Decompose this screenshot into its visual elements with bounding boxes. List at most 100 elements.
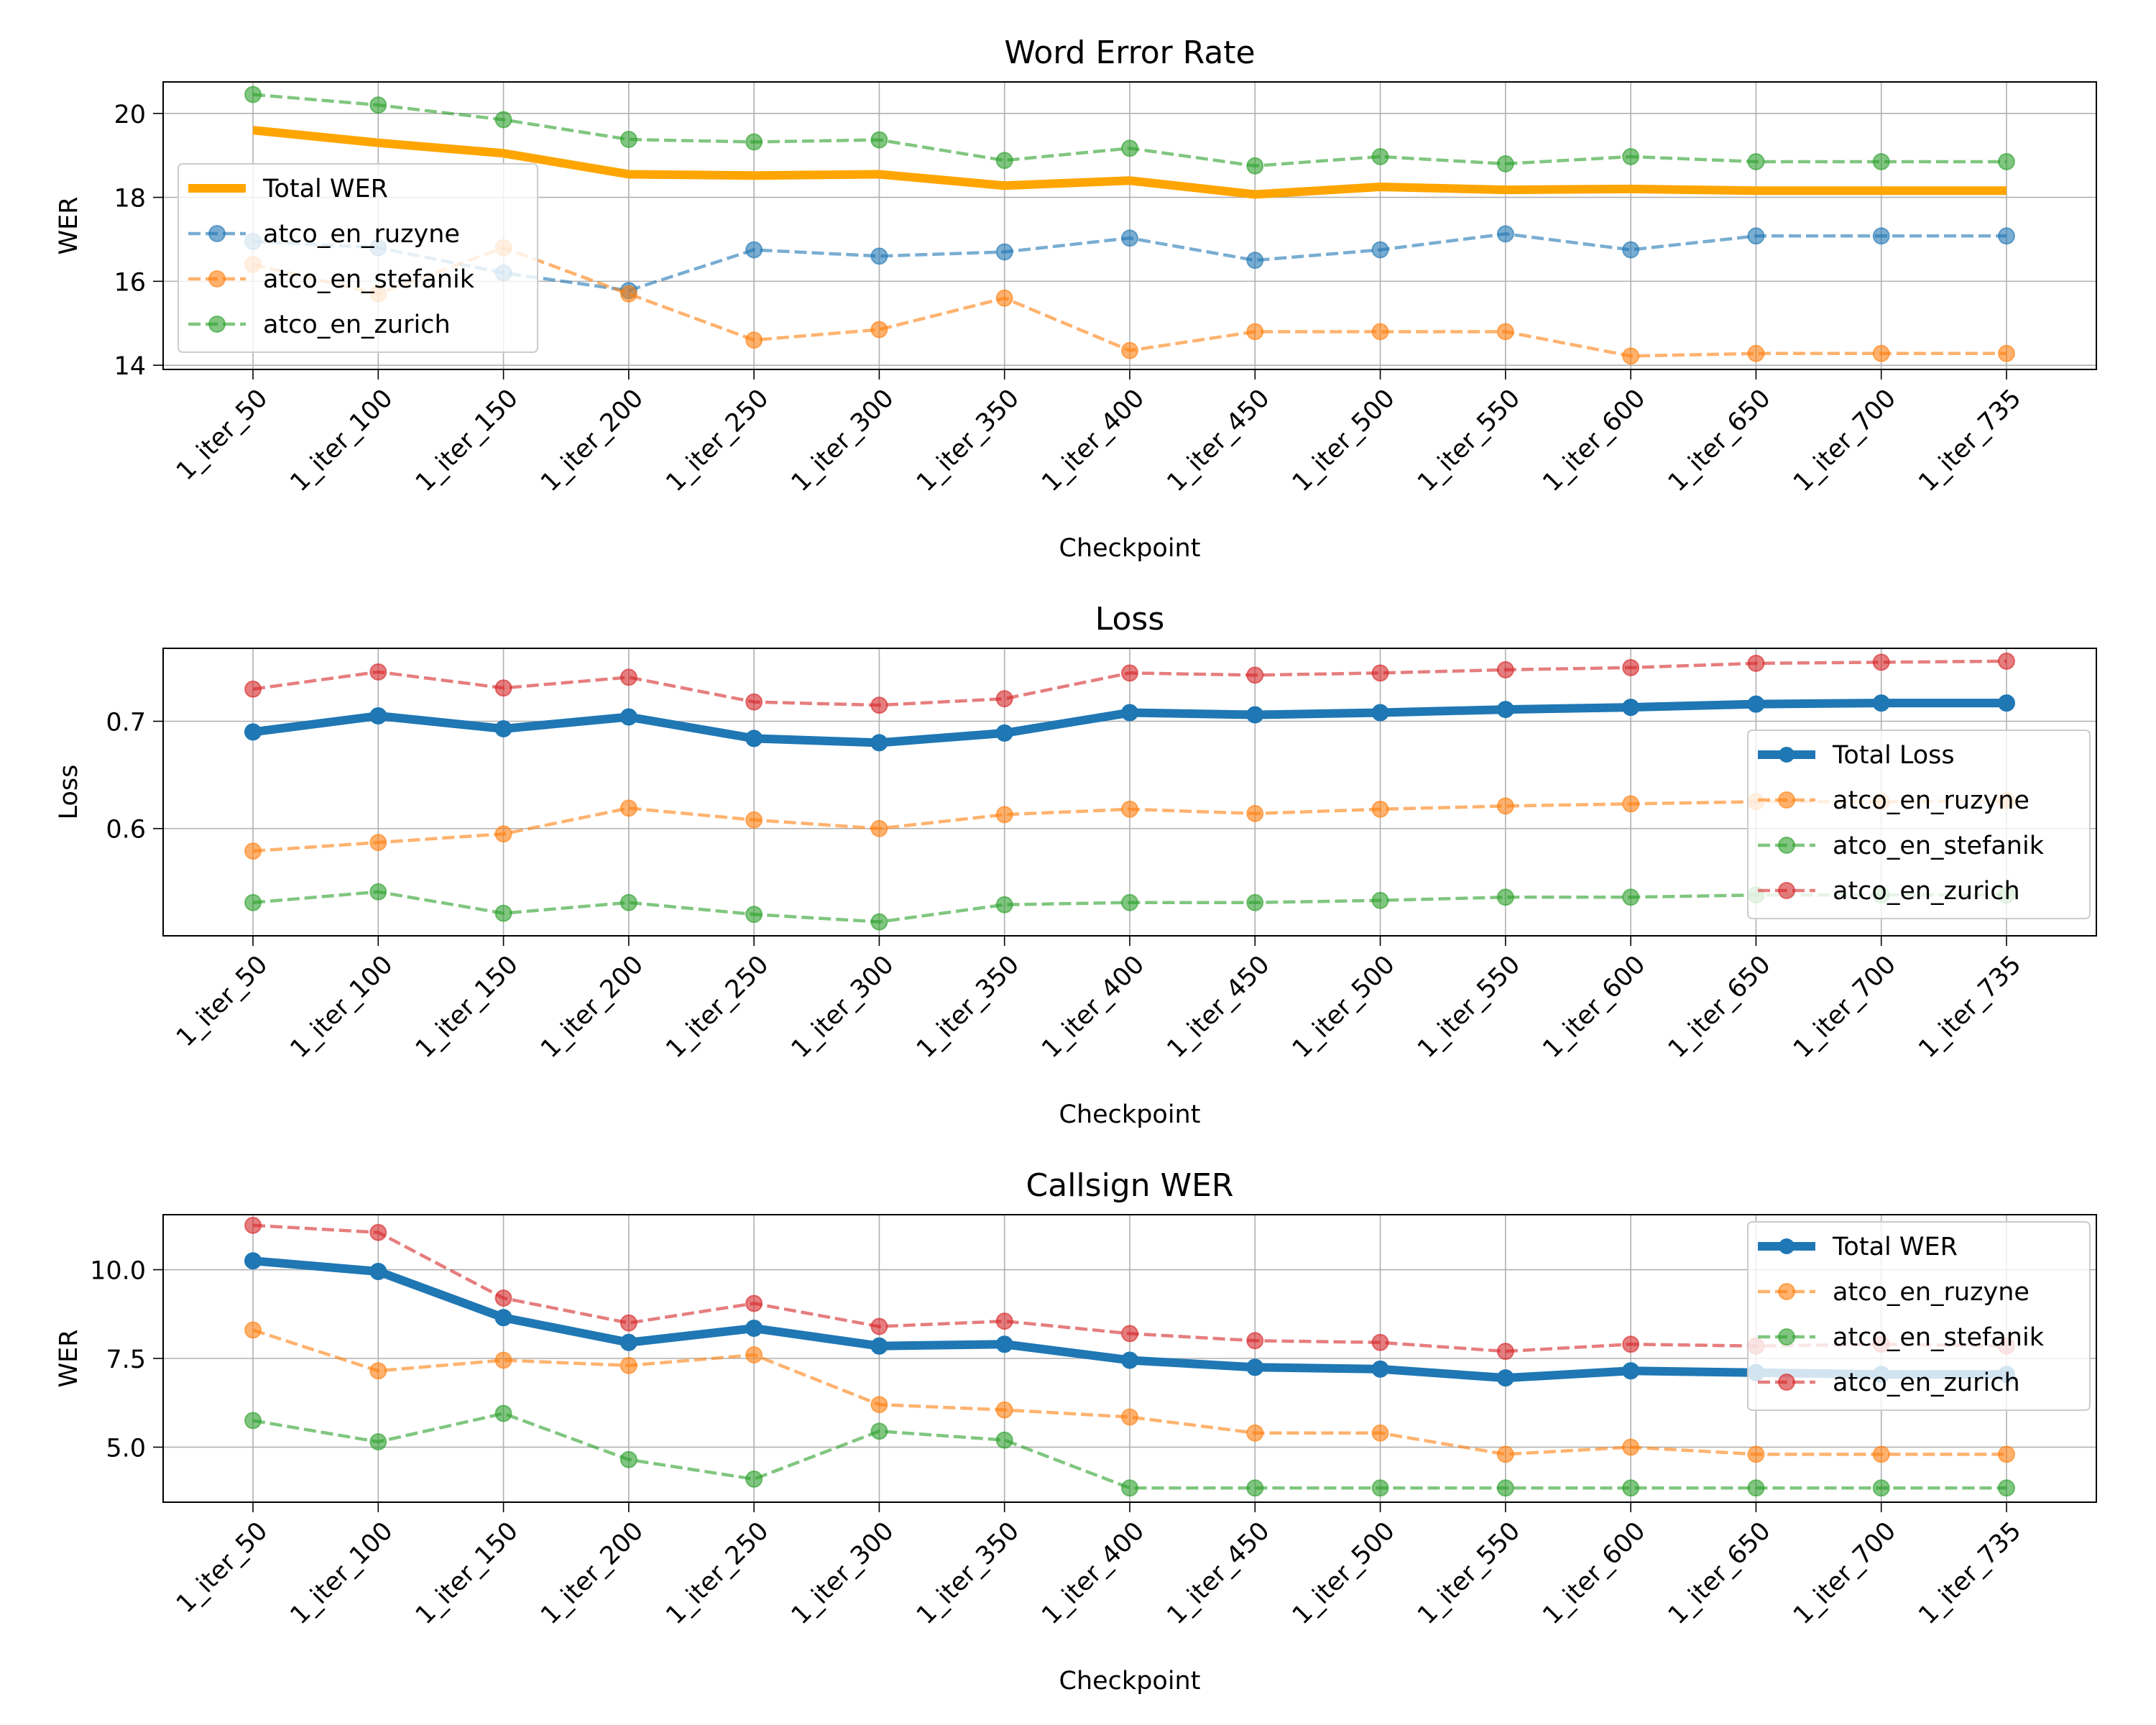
y-tick-label: 10.0 bbox=[90, 1257, 146, 1286]
series-line bbox=[252, 1328, 2007, 1456]
data-point bbox=[1622, 1362, 1640, 1380]
x-tick-label: 1_iter_400 bbox=[1036, 950, 1150, 1064]
data-point bbox=[1371, 1360, 1389, 1378]
data-point bbox=[1496, 323, 1514, 341]
data-point bbox=[1371, 323, 1389, 341]
data-point bbox=[995, 724, 1013, 742]
data-point bbox=[244, 1321, 262, 1339]
data-point bbox=[1371, 1479, 1389, 1497]
x-tick-label: 1_iter_600 bbox=[1538, 950, 1651, 1064]
data-point bbox=[1622, 658, 1640, 676]
legend-label: atco_en_ruzyne bbox=[1833, 1278, 2030, 1307]
data-point bbox=[1998, 652, 2015, 670]
legend-marker bbox=[208, 316, 226, 333]
data-point bbox=[1246, 252, 1264, 270]
x-tick-label: 1_iter_350 bbox=[911, 384, 1025, 497]
x-axis-label: Checkpoint bbox=[1059, 1100, 1201, 1129]
legend-label: Total WER bbox=[262, 175, 388, 203]
data-point bbox=[1371, 1333, 1389, 1351]
x-tick-label: 1_iter_150 bbox=[410, 384, 524, 497]
data-point bbox=[244, 86, 262, 104]
data-point bbox=[1747, 152, 1765, 170]
y-tick-label: 5.0 bbox=[106, 1434, 146, 1463]
x-tick-label: 1_iter_650 bbox=[1663, 384, 1777, 497]
data-point bbox=[1371, 147, 1389, 165]
series-4 bbox=[244, 652, 2015, 714]
x-tick-label: 1_iter_50 bbox=[171, 384, 273, 486]
x-tick-label: 1_iter_450 bbox=[1162, 950, 1276, 1064]
x-tick-label: 1_iter_300 bbox=[786, 384, 900, 497]
data-point bbox=[995, 152, 1013, 170]
data-point bbox=[494, 1404, 512, 1422]
data-point bbox=[494, 1289, 512, 1307]
legend-label: atco_en_zurich bbox=[263, 310, 451, 339]
legend-marker bbox=[1778, 882, 1795, 899]
series-line bbox=[252, 1412, 2007, 1490]
legend-label: atco_en_ruzyne bbox=[1833, 786, 2030, 815]
x-tick-label: 1_iter_500 bbox=[1287, 1517, 1401, 1630]
data-point bbox=[369, 96, 387, 114]
data-point bbox=[995, 289, 1013, 307]
data-point bbox=[1496, 225, 1514, 243]
legend-label: atco_en_zurich bbox=[1833, 877, 2020, 906]
data-point bbox=[369, 663, 387, 681]
data-point bbox=[244, 1412, 262, 1430]
data-point bbox=[745, 1294, 763, 1312]
x-tick-label: 1_iter_735 bbox=[1913, 950, 2027, 1064]
series-2 bbox=[244, 1321, 2015, 1463]
y-tick-label: 7.5 bbox=[106, 1346, 146, 1374]
legend-marker bbox=[208, 270, 226, 288]
data-point bbox=[494, 1309, 512, 1327]
data-point bbox=[1121, 1479, 1138, 1497]
x-tick-label: 1_iter_250 bbox=[661, 950, 775, 1064]
data-point bbox=[1872, 344, 1890, 362]
series-3 bbox=[244, 1404, 2015, 1497]
data-point bbox=[1496, 1445, 1514, 1463]
data-point bbox=[244, 723, 262, 741]
y-axis-label: WER bbox=[55, 1329, 83, 1387]
data-point bbox=[745, 1470, 763, 1488]
data-point bbox=[1872, 1479, 1890, 1497]
data-point bbox=[1622, 699, 1640, 717]
data-point bbox=[1496, 797, 1514, 815]
x-tick-label: 1_iter_500 bbox=[1287, 384, 1401, 497]
data-point bbox=[619, 1356, 637, 1374]
y-tick-label: 16 bbox=[114, 268, 146, 297]
data-point bbox=[1246, 323, 1264, 341]
legend-label: atco_en_stefanik bbox=[1833, 1323, 2045, 1352]
x-tick-label: 1_iter_100 bbox=[285, 1517, 399, 1630]
data-point bbox=[745, 331, 763, 349]
x-tick-label: 1_iter_100 bbox=[285, 950, 399, 1064]
data-point bbox=[1747, 227, 1765, 245]
x-tick-label: 1_iter_150 bbox=[410, 1517, 524, 1630]
data-point bbox=[494, 1351, 512, 1369]
data-point bbox=[1872, 694, 1890, 712]
data-point bbox=[1747, 1479, 1765, 1497]
axes-frame bbox=[162, 1214, 2097, 1503]
data-point bbox=[1622, 241, 1640, 259]
series-4 bbox=[244, 86, 2015, 175]
x-tick-label: 1_iter_700 bbox=[1788, 950, 1902, 1064]
data-point bbox=[1998, 227, 2015, 245]
series-1 bbox=[244, 694, 2015, 752]
data-point bbox=[745, 133, 763, 151]
data-point bbox=[995, 1335, 1013, 1353]
x-tick-label: 1_iter_400 bbox=[1036, 384, 1150, 497]
data-point bbox=[995, 243, 1013, 261]
data-point bbox=[494, 904, 512, 922]
axes-frame bbox=[162, 648, 2097, 937]
legend-marker bbox=[1778, 1283, 1795, 1300]
data-point bbox=[870, 1422, 888, 1440]
chart-title: Callsign WER bbox=[1026, 1167, 1234, 1204]
legend: Total Loss atco_en_ruzyne atco_en_stefanik… bbox=[1747, 730, 2091, 919]
data-point bbox=[745, 730, 763, 748]
data-point bbox=[1371, 241, 1389, 259]
legend-marker bbox=[1778, 837, 1795, 854]
legend-box bbox=[1747, 1221, 2091, 1411]
data-point bbox=[1496, 1369, 1514, 1387]
legend-marker bbox=[208, 225, 226, 242]
data-point bbox=[369, 1362, 387, 1380]
data-point bbox=[369, 834, 387, 852]
